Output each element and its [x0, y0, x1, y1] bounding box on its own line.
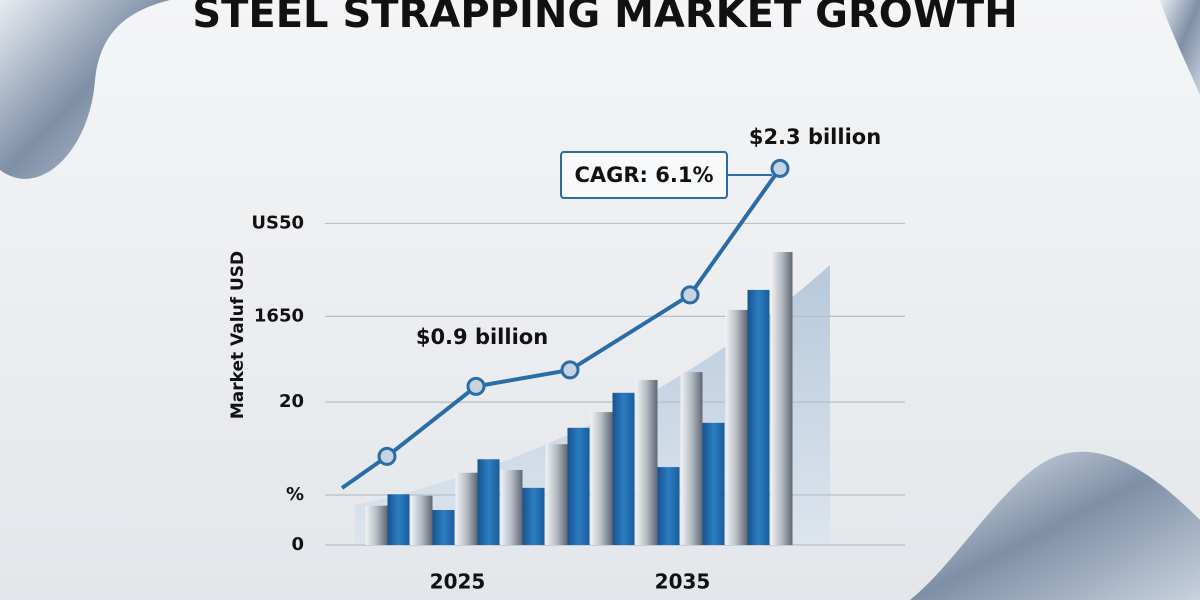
annotation: CAGR: 6.1%: [574, 163, 713, 187]
chart-title: STEEL STRAPPING MARKET GROWTH: [192, 0, 1017, 37]
decor-swoosh: [910, 451, 1200, 600]
bar: [657, 467, 680, 545]
bar: [680, 372, 703, 545]
line-point: [466, 376, 486, 396]
bar: [410, 495, 433, 545]
y-tick-label: 20: [279, 391, 304, 412]
bar: [477, 459, 500, 545]
annotation: $2.3 billion: [749, 125, 881, 149]
y-tick-label: US50: [251, 212, 304, 233]
bar: [590, 412, 613, 545]
bar: [747, 289, 770, 545]
bar: [635, 379, 658, 545]
y-tick-label: %: [286, 484, 304, 505]
bar: [725, 309, 748, 545]
bar: [612, 392, 635, 545]
line-point: [770, 158, 790, 178]
bar: [522, 487, 545, 545]
y-tick-label: 1650: [254, 305, 304, 326]
line-point: [680, 285, 700, 305]
y-tick-label: 0: [291, 534, 304, 555]
bar: [500, 469, 523, 545]
x-tick-label: 2035: [655, 570, 711, 594]
bar: [365, 505, 388, 545]
bar: [567, 427, 590, 545]
x-tick-label: 2025: [430, 570, 486, 594]
bar: [432, 509, 455, 545]
line-point: [560, 360, 580, 380]
bar: [702, 422, 725, 545]
bar: [770, 252, 793, 545]
annotation: $0.9 billion: [416, 325, 548, 349]
bar: [545, 444, 568, 545]
decor-swoosh: [0, 0, 170, 179]
decor-swoosh: [1160, 0, 1200, 95]
bar: [387, 494, 410, 545]
bar: [455, 472, 478, 545]
y-axis-label: Market Valuf USD: [228, 251, 248, 419]
line-point: [377, 446, 397, 466]
